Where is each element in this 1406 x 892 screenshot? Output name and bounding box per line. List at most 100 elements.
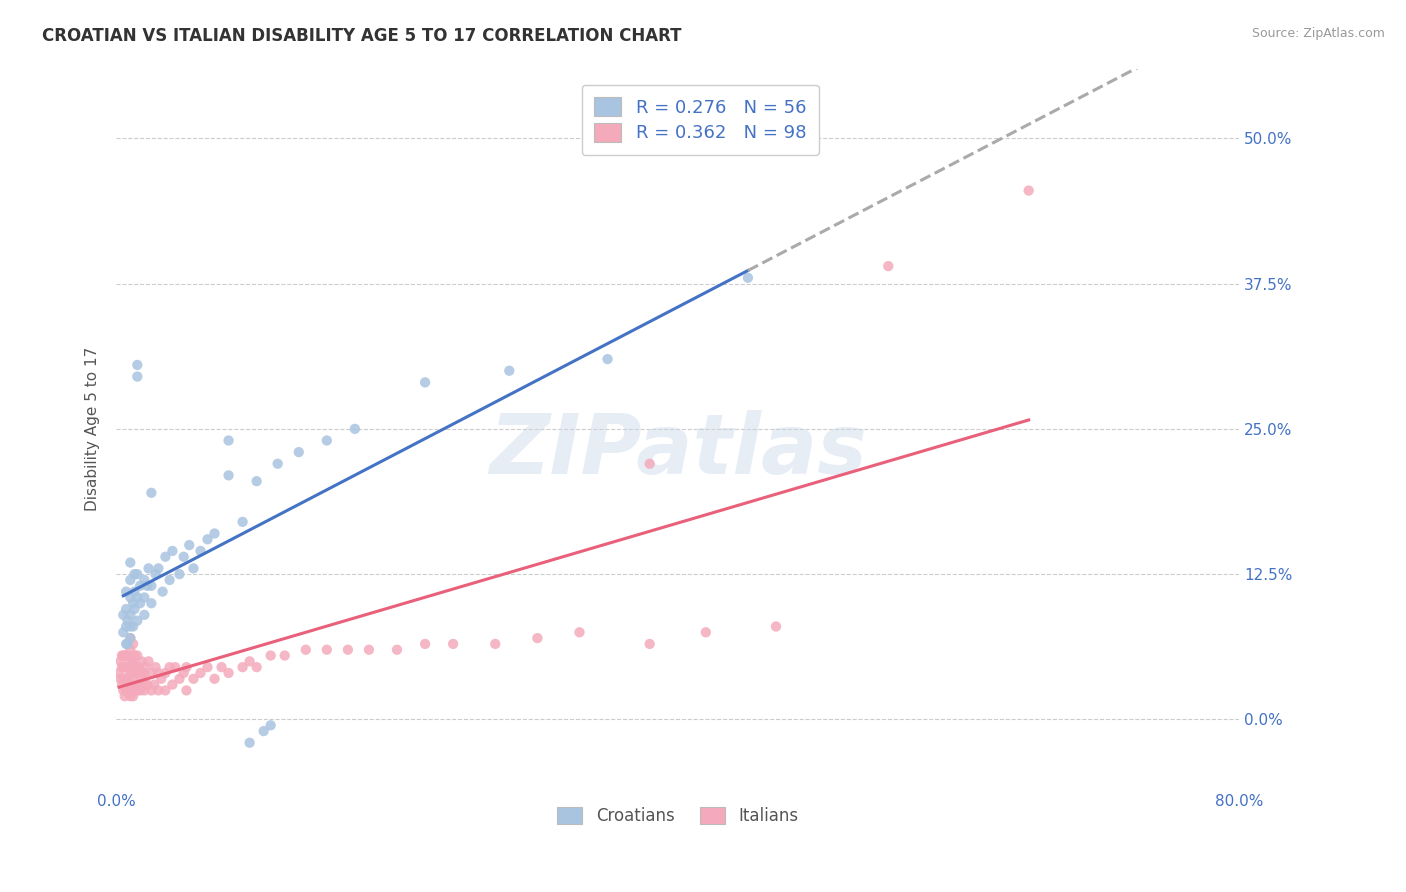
Point (413, 637, 436, 651)
Point (159, 573, 181, 587)
Point (155, 549, 177, 564)
Point (112, 672, 135, 686)
Point (169, 567, 191, 582)
Point (135, 677, 157, 691)
Point (120, 665, 142, 680)
Point (315, 642, 337, 657)
Point (120, 619, 142, 633)
Point (737, 270, 759, 285)
Point (112, 607, 135, 622)
Point (136, 579, 159, 593)
Point (148, 683, 170, 698)
Point (121, 665, 143, 680)
Point (125, 660, 148, 674)
Point (118, 677, 141, 691)
Point (134, 665, 156, 680)
Point (129, 683, 152, 698)
Point (115, 619, 138, 633)
Point (112, 683, 135, 698)
Point (138, 654, 160, 668)
Point (141, 596, 163, 610)
Point (120, 631, 142, 645)
Point (124, 584, 146, 599)
Point (115, 683, 138, 698)
Point (159, 660, 181, 674)
Point (110, 672, 132, 686)
Point (117, 660, 139, 674)
Point (128, 677, 150, 691)
Legend: Croatians, Italians: Croatians, Italians (547, 797, 808, 835)
Point (183, 672, 205, 686)
Point (165, 660, 187, 674)
Point (176, 660, 198, 674)
Point (211, 660, 233, 674)
Point (1018, 184, 1040, 198)
Point (117, 637, 139, 651)
Point (128, 660, 150, 674)
Point (155, 683, 177, 698)
Point (134, 573, 156, 587)
Point (148, 665, 170, 680)
Point (141, 665, 163, 680)
Point (267, 457, 290, 471)
Point (141, 579, 163, 593)
Point (162, 544, 184, 558)
Point (117, 672, 139, 686)
Point (197, 533, 219, 547)
Text: CROATIAN VS ITALIAN DISABILITY AGE 5 TO 17 CORRELATION CHART: CROATIAN VS ITALIAN DISABILITY AGE 5 TO … (42, 27, 682, 45)
Point (135, 660, 157, 674)
Point (121, 683, 143, 698)
Point (232, 515, 254, 529)
Point (127, 567, 149, 582)
Point (176, 683, 198, 698)
Point (239, 736, 262, 750)
Point (112, 660, 135, 674)
Point (204, 672, 226, 686)
Point (568, 625, 591, 640)
Point (218, 665, 240, 680)
Point (138, 561, 160, 575)
Point (173, 665, 195, 680)
Point (122, 637, 145, 651)
Point (124, 648, 146, 663)
Point (115, 648, 138, 663)
Point (117, 683, 139, 698)
Point (115, 672, 138, 686)
Point (131, 672, 153, 686)
Point (246, 474, 269, 488)
Point (145, 567, 167, 582)
Point (108, 665, 131, 680)
Point (179, 538, 201, 552)
Point (526, 631, 548, 645)
Point (134, 683, 156, 698)
Point (120, 677, 142, 691)
Point (122, 672, 145, 686)
Point (117, 648, 139, 663)
Point (127, 648, 149, 663)
Point (124, 683, 146, 698)
Point (131, 654, 153, 668)
Point (111, 677, 134, 691)
Point (273, 648, 295, 663)
Point (413, 376, 436, 390)
Point (294, 642, 316, 657)
Point (127, 665, 149, 680)
Point (218, 434, 240, 448)
Point (218, 468, 240, 483)
Point (114, 690, 136, 704)
Point (124, 567, 146, 582)
Point (112, 648, 135, 663)
Point (765, 619, 787, 633)
Point (120, 607, 142, 622)
Point (114, 672, 136, 686)
Point (343, 422, 366, 436)
Point (114, 660, 136, 674)
Point (143, 677, 166, 691)
Point (596, 352, 619, 367)
Point (110, 654, 132, 668)
Point (232, 660, 254, 674)
Point (183, 561, 205, 575)
Point (125, 677, 148, 691)
Point (287, 445, 309, 459)
Point (127, 369, 149, 384)
